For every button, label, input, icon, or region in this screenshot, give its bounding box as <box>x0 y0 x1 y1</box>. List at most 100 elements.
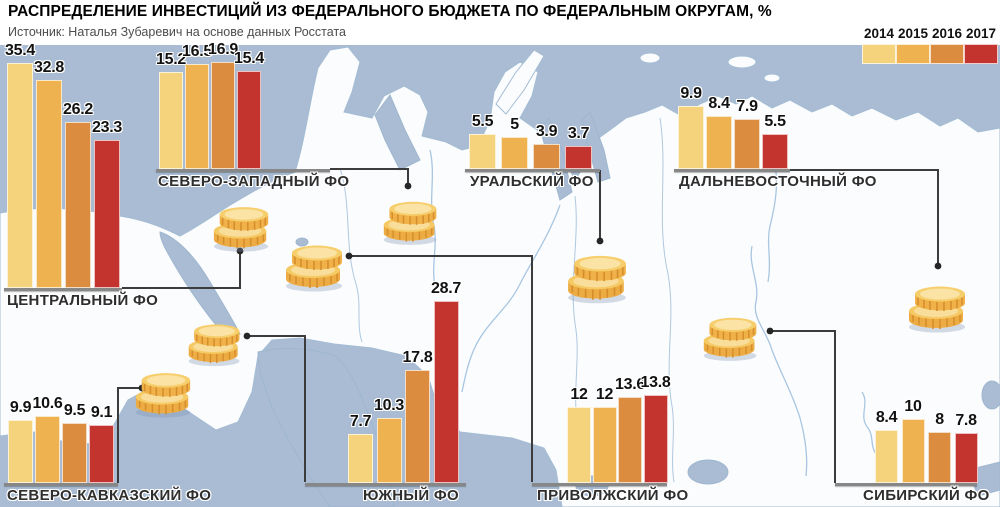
bar-value-nc-2015: 10.6 <box>32 395 63 412</box>
bar-ural-2015 <box>501 137 528 169</box>
legend-year-label: 2017 <box>965 26 997 41</box>
island <box>639 52 661 64</box>
bar-nc-2014 <box>8 420 33 483</box>
bar-value-southern-2014: 7.7 <box>349 413 372 430</box>
bar-fe-2017 <box>762 134 788 169</box>
chart-baseline-volga <box>532 483 667 486</box>
connector-southern <box>247 335 306 482</box>
bar-fe-2014 <box>678 106 704 169</box>
bar-fe-2016 <box>734 119 760 169</box>
connector-layer <box>117 168 942 483</box>
chart-baseline-ural <box>465 169 600 172</box>
bar-value-central-2015: 32.8 <box>34 59 64 76</box>
bar-value-fe-2014: 9.9 <box>680 85 702 102</box>
bar-nw-2015 <box>185 64 209 169</box>
bar-nw-2016 <box>211 62 235 169</box>
connector-nc <box>117 387 142 483</box>
legend-year-label: 2016 <box>931 26 963 41</box>
bar-nw-2014 <box>159 72 183 169</box>
bar-central-2017 <box>94 140 120 288</box>
connector-central <box>122 251 241 289</box>
connector-volga <box>349 255 533 482</box>
bar-value-central-2016: 26.2 <box>63 101 93 118</box>
bar-nw-2017 <box>237 71 261 169</box>
bar-value-ural-2015: 5 <box>510 116 519 133</box>
connector-nw <box>330 168 409 186</box>
bar-value-nw-2015: 16.5 <box>182 43 212 60</box>
bar-ural-2016 <box>533 144 560 169</box>
bar-value-volga-2015: 12 <box>595 386 614 403</box>
legend-year-label: 2015 <box>897 26 929 41</box>
legend-item-2016: 2016 <box>930 26 964 64</box>
ob-gulf <box>581 111 611 183</box>
bar-nc-2017 <box>89 425 114 483</box>
legend-item-2015: 2015 <box>896 26 930 64</box>
legend-item-2017: 2017 <box>964 26 998 64</box>
chart-baseline-fe <box>674 169 790 172</box>
connector-dot-siberian <box>766 327 774 335</box>
bar-value-nw-2016: 16.9 <box>208 41 238 58</box>
connector-siberian <box>770 330 836 483</box>
district-label-nc: СЕВЕРО-КАВКАЗСКИЙ ФО <box>7 487 212 504</box>
district-label-nw: СЕВЕРО-ЗАПАДНЫЙ ФО <box>158 173 350 190</box>
legend-color-swatch <box>896 44 930 64</box>
bar-value-nc-2014: 9.9 <box>9 399 32 416</box>
bar-siberian-2014 <box>875 430 898 483</box>
bar-fe-2015 <box>706 116 732 169</box>
bar-ural-2017 <box>565 146 592 169</box>
island <box>763 73 781 83</box>
bar-volga-2014 <box>567 407 591 483</box>
district-label-volga: ПРИВОЛЖСКИЙ ФО <box>537 487 689 504</box>
bar-value-central-2014: 35.4 <box>5 42 35 59</box>
island <box>727 55 757 69</box>
connector-dot-nw <box>404 182 412 190</box>
district-label-southern: ЮЖНЫЙ ФО <box>363 487 459 504</box>
bar-value-ural-2014: 5.5 <box>471 113 494 130</box>
bar-central-2016 <box>65 122 91 288</box>
legend: 2014 2015 2016 2017 <box>862 26 998 64</box>
bar-value-volga-2014: 12 <box>570 386 588 403</box>
legend-color-swatch <box>964 44 998 64</box>
map-region-borders <box>339 117 675 483</box>
source-note: Источник: Наталья Зубаревич на основе да… <box>8 25 346 39</box>
connector-dot-volga <box>345 252 353 260</box>
bar-southern-2017 <box>433 301 459 483</box>
bar-value-nc-2017: 9.1 <box>90 404 113 421</box>
bar-value-fe-2017: 5.5 <box>764 113 786 130</box>
legend-color-swatch <box>930 44 964 64</box>
bar-value-siberian-2016: 8 <box>935 411 944 428</box>
bar-ural-2014 <box>469 134 496 169</box>
bar-value-nw-2014: 15.2 <box>156 51 186 68</box>
bar-southern-2014 <box>348 434 373 483</box>
bar-value-siberian-2014: 8.4 <box>875 409 898 426</box>
bar-value-siberian-2017: 7.8 <box>955 412 977 429</box>
connector-fe <box>788 169 939 266</box>
bar-value-fe-2015: 8.4 <box>708 95 730 112</box>
bar-central-2015 <box>36 80 62 288</box>
bar-volga-2017 <box>643 395 668 483</box>
bar-volga-2016 <box>618 397 642 483</box>
bar-siberian-2017 <box>954 433 978 483</box>
chart-baseline-nw <box>156 169 330 172</box>
bar-nc-2016 <box>62 423 87 483</box>
bar-nc-2015 <box>35 416 60 483</box>
legend-color-swatch <box>862 44 896 64</box>
connector-dot-southern <box>243 332 251 340</box>
chart-baseline-siberian <box>835 483 977 486</box>
bar-southern-2015 <box>376 418 402 483</box>
chart-baseline-southern <box>305 483 466 486</box>
lake <box>295 237 309 247</box>
legend-year-label: 2014 <box>863 26 895 41</box>
bar-siberian-2015 <box>901 419 925 483</box>
bar-value-nw-2017: 15.4 <box>234 50 264 67</box>
bar-value-central-2017: 23.3 <box>92 119 122 136</box>
connector-dot-ural <box>596 237 604 245</box>
chart-baseline-nc <box>4 483 118 486</box>
lake <box>687 459 729 485</box>
bar-value-fe-2016: 7.9 <box>736 98 758 115</box>
district-label-central: ЦЕНТРАЛЬНЫЙ ФО <box>7 292 159 309</box>
connector-dot-fe <box>934 262 942 270</box>
